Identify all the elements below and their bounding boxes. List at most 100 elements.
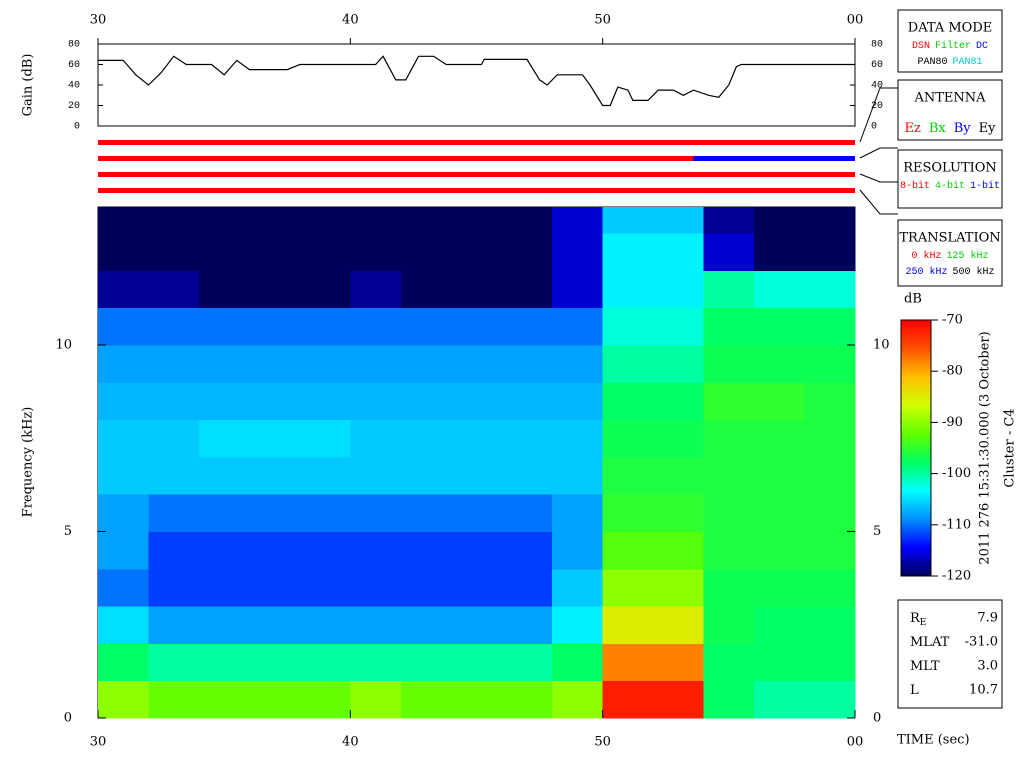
spectrogram-cell (299, 494, 351, 533)
spectrogram-cell (198, 531, 250, 570)
spectrogram-cell (754, 233, 806, 271)
x-tick-label: 00 (847, 735, 864, 750)
spectrogram-cell (148, 643, 200, 682)
info-label-text: MLT (910, 659, 940, 674)
spectrogram-cell (703, 606, 755, 644)
colorbar (900, 319, 932, 577)
panel-item: DSN (912, 41, 930, 52)
spectrogram-cell (350, 307, 402, 346)
spectrogram-cell (451, 643, 503, 682)
spectrogram-cell (451, 606, 503, 644)
spectrogram-cell (804, 345, 856, 383)
spectrogram-cell (98, 606, 149, 644)
colorbar-tick-label: -100 (942, 466, 971, 481)
spectrogram-cell (400, 382, 452, 421)
x-tick-label: 50 (594, 735, 611, 750)
spectrogram-cell (400, 307, 452, 346)
y-tick-label: 10 (55, 338, 72, 353)
frequency-axis-label: Frequency (kHz) (21, 407, 36, 518)
y-tick-label: 0 (871, 122, 877, 133)
panel-item: 500 kHz (953, 266, 995, 278)
info-value: 10.7 (969, 683, 998, 698)
y-tick-label: 80 (68, 40, 80, 51)
spectrogram-cell (98, 531, 149, 570)
spectrogram-cell (451, 207, 503, 234)
spectrogram-cell (249, 207, 301, 234)
spectrogram-cell (703, 207, 755, 234)
spectrogram-cell (501, 233, 553, 271)
spectrogram-cell (754, 270, 806, 309)
spectrogram-cell (198, 643, 250, 682)
spectrogram-cell (804, 643, 856, 682)
spectrogram-cell (501, 531, 553, 570)
spectrogram-cell (653, 568, 705, 607)
panel-item: By (954, 121, 972, 136)
info-value: 3.0 (977, 659, 998, 674)
time-axis-label: TIME (sec) (897, 733, 970, 748)
leader-line (859, 87, 898, 143)
spectrogram-cell (602, 456, 654, 495)
spectrogram-cell (148, 531, 200, 570)
y-tick-label: 10 (873, 338, 890, 353)
spectrogram-cell (249, 307, 301, 346)
status-bar (98, 188, 855, 193)
spectrogram-cell (249, 345, 301, 383)
panel-title: TRANSLATION (899, 231, 1000, 246)
spectrogram-cell (249, 643, 301, 682)
spectrogram-cell (451, 456, 503, 495)
spectrogram-cell (653, 680, 705, 719)
spectrogram-cell (501, 568, 553, 607)
spectrogram-cell (552, 270, 604, 309)
spectrogram-cell (602, 270, 654, 309)
info-label-sub: E (920, 618, 927, 628)
panel-row: 0 kHz 125 kHz (911, 250, 988, 262)
spectrogram-cell (249, 382, 301, 421)
spectrogram-cell (703, 568, 755, 607)
spectrogram-cell (299, 568, 351, 607)
spectrogram-cell (98, 307, 149, 346)
spectrogram-cell (350, 419, 402, 458)
y-tick-label: 0 (74, 122, 80, 133)
spectrogram-cell (249, 456, 301, 495)
y-tick-label: 20 (871, 101, 883, 112)
spectrogram-cell (602, 345, 654, 383)
panel-item: Filter (935, 40, 971, 52)
spectrogram-cell (249, 270, 301, 309)
panel-item: 8-bit (900, 180, 930, 192)
spectrogram-cell (451, 233, 503, 271)
spectrogram-cell (703, 345, 755, 383)
spectrogram-cell (350, 568, 402, 607)
info-label: MLT (910, 659, 940, 674)
spectrogram-cell (198, 382, 250, 421)
spectrogram-cell (602, 233, 654, 271)
timestamp: 2011 276 15:31:30.000 (3 October) (978, 331, 993, 564)
spectrogram-cell (400, 207, 452, 234)
spectrogram-cell (552, 494, 604, 533)
spectrogram-cell (501, 643, 553, 682)
leader-line (859, 189, 898, 215)
leader-line (859, 147, 898, 159)
spectrogram-cell (400, 345, 452, 383)
spectrogram-cell (148, 494, 200, 533)
spectrogram-cell (804, 207, 856, 234)
spectrogram-cell (198, 606, 250, 644)
spectrogram-cell (148, 382, 200, 421)
spectrogram-cell (451, 270, 503, 309)
spectrogram-cell (754, 606, 806, 644)
spectrogram-cell (754, 307, 806, 346)
spectrogram-cell (451, 531, 503, 570)
spectrogram-cell (249, 606, 301, 644)
spectrogram-cell (501, 494, 553, 533)
spectrogram-cell (804, 307, 856, 346)
spectrogram-cell (299, 456, 351, 495)
panel-item: 125 kHz (947, 250, 989, 262)
spectrogram-cell (602, 419, 654, 458)
spectrogram-cell (602, 680, 654, 719)
spectrogram-cell (703, 307, 755, 346)
info-label: RE (910, 611, 926, 628)
leader-lines (859, 87, 898, 215)
info-label-text: L (910, 683, 919, 698)
panel-row: PAN80 PAN81 (917, 57, 982, 68)
spectrogram-cell (602, 494, 654, 533)
